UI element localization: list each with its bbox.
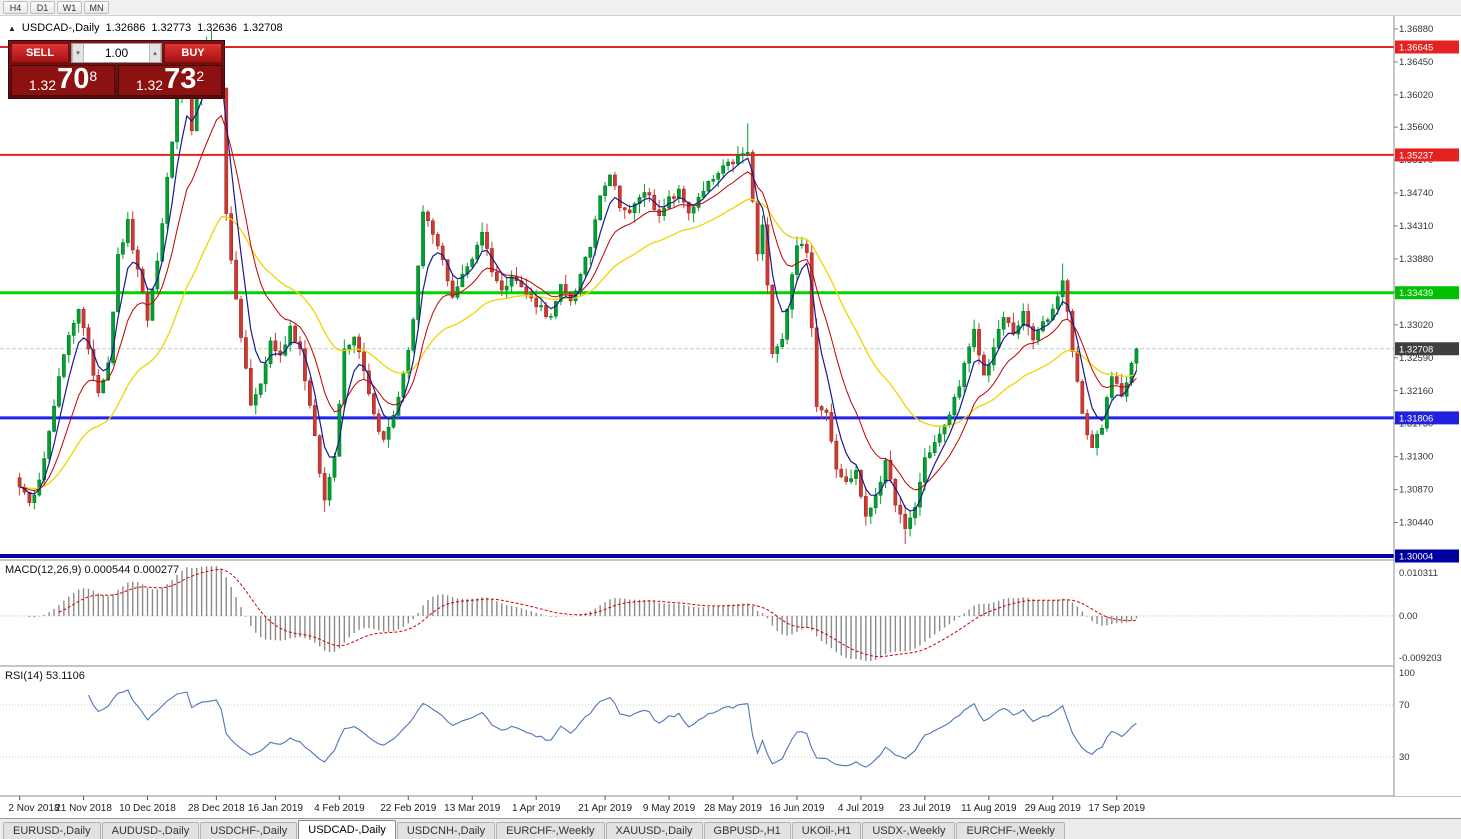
buy-button[interactable]: BUY [164, 43, 222, 63]
scale-label: 1.35600 [1399, 122, 1433, 133]
sell-price-sup: 8 [89, 68, 98, 84]
scale-label: 1.30870 [1399, 485, 1433, 496]
ohlc-close: 1.32708 [242, 22, 283, 34]
symbol-tab-xauusd-daily[interactable]: XAUUSD-,Daily [605, 822, 703, 839]
date-label: 9 May 2019 [643, 803, 696, 814]
date-label: 2 Nov 2018 [8, 803, 60, 814]
macd-indicator-label: MACD(12,26,9) 0.000544 0.000277 [5, 564, 180, 576]
price-tag-1.35237 [1395, 148, 1459, 162]
date-label: 4 Jul 2019 [838, 803, 885, 814]
buy-price-sup: 2 [196, 68, 205, 84]
date-label: 17 Sep 2019 [1088, 803, 1145, 814]
symbol-tab-eurusd-daily[interactable]: EURUSD-,Daily [3, 822, 101, 839]
moving-average-34 [19, 198, 1137, 490]
scale-label: 100 [1399, 668, 1415, 679]
scale-label: 30 [1399, 752, 1410, 763]
timeframe-button-mn[interactable]: MN [84, 1, 109, 14]
symbol-tab-usdchf-daily[interactable]: USDCHF-,Daily [200, 822, 298, 839]
sell-price-prefix: 1.32 [28, 77, 57, 93]
price-tag-1.33439 [1395, 286, 1459, 300]
scale-label: -0.009203 [1399, 653, 1442, 664]
date-label: 13 Mar 2019 [444, 803, 501, 814]
date-label: 21 Apr 2019 [578, 803, 632, 814]
date-label: 28 Dec 2018 [188, 803, 245, 814]
moving-average-13 [19, 114, 1137, 492]
chart-canvas[interactable]: 1.368801.364501.360201.356001.351701.347… [0, 0, 1461, 818]
buy-price-big: 73 [164, 63, 197, 95]
timeframe-button-w1[interactable]: W1 [57, 1, 82, 14]
one-click-panel-collapse-icon[interactable]: ▲ [8, 23, 16, 33]
price-tag-text: 1.30004 [1399, 552, 1433, 563]
timeframe-button-d1[interactable]: D1 [30, 1, 55, 14]
scale-label: 1.31300 [1399, 452, 1433, 463]
buy-price-display[interactable]: 1.32 73 2 [118, 65, 222, 96]
price-tag-text: 1.31806 [1399, 413, 1433, 424]
buy-price-prefix: 1.32 [135, 77, 164, 93]
symbol-tab-eurchf-weekly[interactable]: EURCHF-,Weekly [496, 822, 605, 839]
scale-label: 0.00 [1399, 611, 1418, 622]
price-tag-1.30004 [1395, 549, 1459, 563]
volume-increase-icon[interactable]: ▴ [149, 44, 161, 62]
ohlc-open: 1.32686 [105, 22, 146, 34]
chart-header: ▲ USDCAD-,Daily 1.32686 1.32773 1.32636 … [8, 22, 283, 34]
chart-title: USDCAD-,Daily [21, 22, 100, 34]
symbol-tab-usdx-weekly[interactable]: USDX-,Weekly [862, 822, 956, 839]
symbol-tab-eurchf-weekly[interactable]: EURCHF-,Weekly [956, 822, 1065, 839]
macd-signal-line [58, 568, 1137, 658]
price-tag-text: 1.36645 [1399, 43, 1433, 54]
scale-label: 1.30440 [1399, 518, 1433, 529]
scale-label: 1.32160 [1399, 386, 1433, 397]
one-click-trading-panel: SELL ▾ 1.00 ▴ BUY 1.32 70 8 1.32 73 2 [8, 40, 225, 99]
volume-decrease-icon[interactable]: ▾ [72, 44, 84, 62]
chart-background [0, 0, 1461, 818]
symbol-tab-usdcad-daily[interactable]: USDCAD-,Daily [298, 820, 396, 839]
scale-label: 1.36020 [1399, 90, 1433, 101]
sell-price-display[interactable]: 1.32 70 8 [11, 65, 115, 96]
timeframe-toolbar: H4 D1 W1 MN [0, 0, 1461, 16]
date-label: 11 Aug 2019 [961, 803, 1017, 814]
rsi-indicator-label: RSI(14) 53.1106 [5, 670, 85, 682]
scale-label: 1.32590 [1399, 353, 1433, 364]
symbol-tab-gbpusd-h1[interactable]: GBPUSD-,H1 [703, 822, 791, 839]
date-label: 28 May 2019 [704, 803, 762, 814]
price-scale[interactable] [1394, 16, 1461, 796]
ohlc-low: 1.32636 [197, 22, 237, 34]
date-label: 4 Feb 2019 [314, 803, 365, 814]
scale-label: 1.33880 [1399, 254, 1433, 265]
volume-spinner[interactable]: ▾ 1.00 ▴ [71, 43, 162, 63]
date-label: 10 Dec 2018 [119, 803, 176, 814]
ohlc-high: 1.32773 [151, 22, 192, 34]
price-tag-1.32708 [1395, 342, 1459, 356]
scale-label: 1.36450 [1399, 57, 1433, 68]
sell-button[interactable]: SELL [11, 43, 69, 63]
date-label: 21 Nov 2018 [55, 803, 112, 814]
volume-value[interactable]: 1.00 [104, 46, 129, 60]
date-label: 16 Jan 2019 [248, 803, 303, 814]
price-tag-text: 1.32708 [1399, 344, 1433, 355]
price-tag-1.36645 [1395, 40, 1459, 54]
date-label: 23 Jul 2019 [899, 803, 951, 814]
symbol-tab-ukoil-h1[interactable]: UKOil-,H1 [791, 822, 862, 839]
date-label: 29 Aug 2019 [1025, 803, 1082, 814]
symbol-tab-usdcnh-daily[interactable]: USDCNH-,Daily [396, 822, 496, 839]
sell-price-big: 70 [57, 63, 90, 95]
symbol-tabbar: EURUSD-,Daily AUDUSD-,Daily USDCHF-,Daily U… [0, 818, 1461, 839]
price-tag-1.31806 [1395, 411, 1459, 425]
rsi-line [88, 689, 1137, 768]
date-label: 1 Apr 2019 [512, 803, 561, 814]
scale-label: 1.34740 [1399, 188, 1433, 199]
symbol-tab-audusd-daily[interactable]: AUDUSD-,Daily [101, 822, 200, 839]
scale-label: 1.36880 [1399, 24, 1433, 35]
price-tag-text: 1.33439 [1399, 288, 1433, 299]
timeframe-button-h4[interactable]: H4 [3, 1, 28, 14]
scale-label: 1.33020 [1399, 320, 1433, 331]
price-tag-text: 1.35237 [1399, 150, 1433, 161]
date-label: 22 Feb 2019 [380, 803, 437, 814]
scale-label: 70 [1399, 700, 1410, 711]
scale-label: 0.010311 [1399, 568, 1438, 579]
date-label: 16 Jun 2019 [769, 803, 824, 814]
scale-label: 1.34310 [1399, 221, 1433, 232]
